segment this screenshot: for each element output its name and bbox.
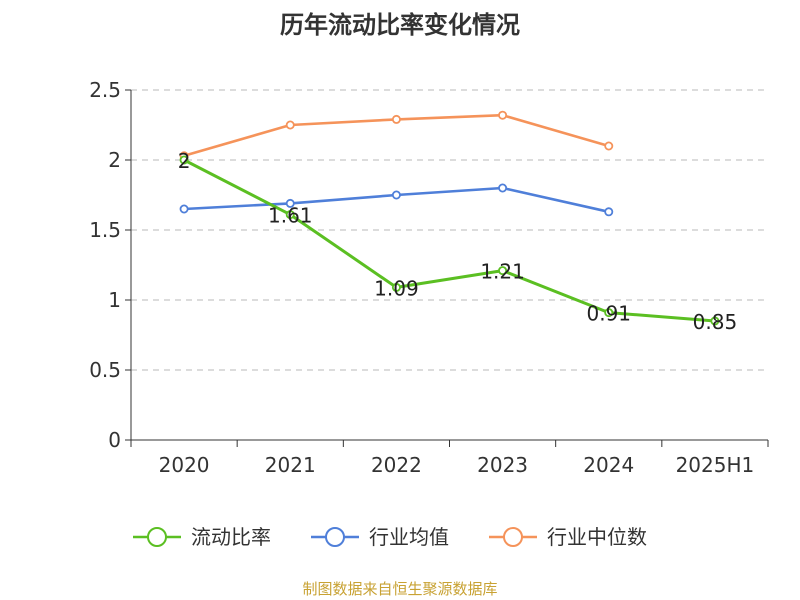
- legend-marker-icon: [147, 527, 167, 547]
- x-axis-ticks: 2020 2021 2022 2023 2024 2025H1: [130, 440, 769, 477]
- data-label: 0.91: [586, 302, 631, 326]
- data-point[interactable]: [179, 155, 189, 165]
- y-tick-label: 2.5: [89, 78, 121, 102]
- y-axis-ticks: 0 0.5 1 1.5 2 2.5: [89, 78, 131, 452]
- y-tick-label: 0.5: [89, 358, 121, 382]
- data-label: 1.21: [480, 260, 525, 284]
- legend-item[interactable]: 行业中位数: [489, 525, 647, 549]
- data-point[interactable]: [498, 183, 508, 193]
- data-point[interactable]: [604, 141, 614, 151]
- series: [179, 110, 720, 326]
- legend-label: 流动比率: [191, 525, 271, 549]
- data-point[interactable]: [391, 114, 401, 124]
- chart-title: 历年流动比率变化情况: [280, 11, 520, 39]
- y-tick-label: 1: [108, 288, 121, 312]
- x-tick-label: 2025H1: [676, 453, 755, 477]
- legend-item[interactable]: 流动比率: [133, 525, 271, 549]
- x-tick-label: 2024: [583, 453, 634, 477]
- data-point[interactable]: [710, 316, 720, 326]
- x-tick-label: 2020: [159, 453, 210, 477]
- source-note: 制图数据来自恒生聚源数据库: [302, 580, 497, 598]
- data-point[interactable]: [285, 198, 295, 208]
- legend-marker-icon: [325, 527, 345, 547]
- data-labels: 2 1.61 1.09 1.21 0.91 0.85: [178, 149, 737, 334]
- legend-label: 行业中位数: [547, 525, 647, 549]
- series-line: [183, 158, 716, 323]
- x-tick-label: 2023: [477, 453, 528, 477]
- data-label: 1.61: [268, 204, 313, 228]
- legend-marker-icon: [503, 527, 523, 547]
- grid: [131, 89, 768, 371]
- data-point[interactable]: [498, 110, 508, 120]
- data-point[interactable]: [604, 308, 614, 318]
- data-label: 2: [178, 149, 191, 173]
- data-point[interactable]: [498, 266, 508, 276]
- data-point[interactable]: [391, 282, 401, 292]
- data-point[interactable]: [285, 120, 295, 130]
- x-tick-label: 2021: [265, 453, 316, 477]
- y-tick-label: 2: [108, 148, 121, 172]
- data-point[interactable]: [285, 210, 295, 220]
- y-tick-label: 1.5: [89, 218, 121, 242]
- y-tick-label: 0: [108, 428, 121, 452]
- legend-item[interactable]: 行业均值: [311, 525, 449, 549]
- legend-label: 行业均值: [369, 525, 449, 549]
- data-label: 1.09: [374, 276, 419, 300]
- data-point[interactable]: [391, 190, 401, 200]
- x-tick-label: 2022: [371, 453, 422, 477]
- data-point[interactable]: [604, 207, 614, 217]
- data-point[interactable]: [179, 204, 189, 214]
- legend[interactable]: 流动比率 行业均值 行业中位数: [133, 525, 647, 549]
- data-label: 0.85: [693, 310, 738, 334]
